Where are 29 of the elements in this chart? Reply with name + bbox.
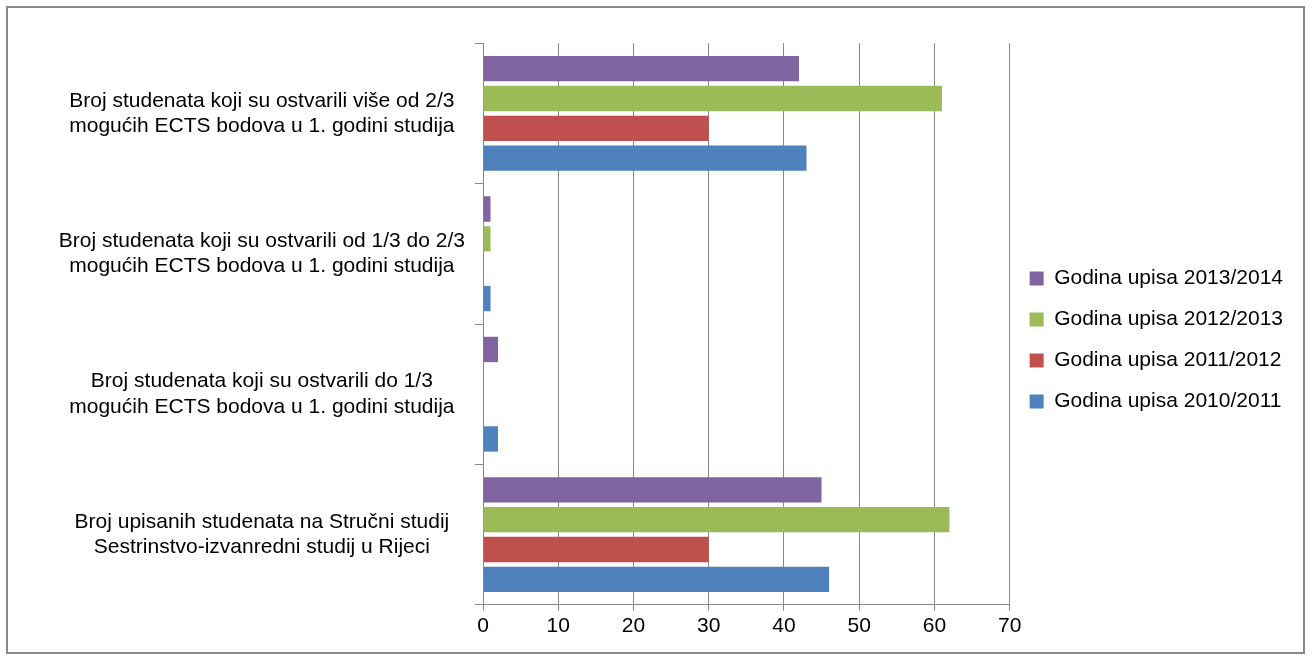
x-tick-label: 50 <box>847 613 871 637</box>
bar <box>483 336 499 363</box>
bar <box>483 145 807 171</box>
x-tick-label: 0 <box>477 613 489 637</box>
bar <box>483 426 499 452</box>
x-tick-label: 30 <box>697 613 721 637</box>
legend-label: Godina upisa 2011/2012 <box>1054 347 1282 371</box>
bar <box>483 226 491 252</box>
bar <box>483 477 822 503</box>
bar <box>483 285 491 312</box>
x-tick-label: 70 <box>997 613 1022 637</box>
x-tick-label: 40 <box>772 613 796 637</box>
bar <box>483 196 491 222</box>
y-tick-label: Broj studenata koji su ostvarili više od 2/3 mogućih ECTS bodova u 1. godini studija <box>69 87 455 136</box>
x-tick-label: 10 <box>546 613 570 637</box>
x-tick-label: 60 <box>922 613 947 637</box>
legend-label: Godina upisa 2013/2014 <box>1054 265 1284 289</box>
y-tick-label: Broj studenata koji su ostvarili od 1/3 do 2/3 mogućih ECTS bodova u 1. godini studija <box>58 228 466 277</box>
bar <box>483 85 942 112</box>
legend-label: Godina upisa 2012/2013 <box>1054 306 1283 330</box>
bar <box>483 115 709 141</box>
x-tick-label: 20 <box>621 613 646 637</box>
legend-label: Godina upisa 2010/2011 <box>1054 388 1282 412</box>
y-tick-label: Broj studenata koji su ostvarili do 1/3 mogućih ECTS bodova u 1. godini studija <box>69 368 455 417</box>
bar <box>483 507 950 533</box>
bar <box>483 536 709 563</box>
bar <box>483 566 830 593</box>
y-tick-label: Broj upisanih studenata na Stručni studij Sestrinstvo-izvanredni studij u Rijeci <box>74 508 450 557</box>
bar <box>483 55 799 82</box>
